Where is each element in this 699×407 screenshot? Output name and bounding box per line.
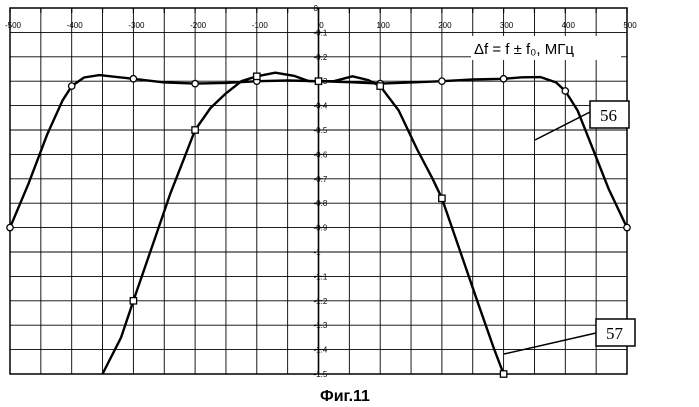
series-57-point [130,298,136,304]
x-tick-label: -400 [67,21,84,30]
y-tick-label: -0.5 [314,126,328,135]
y-tick-label: -0.4 [314,102,328,111]
series-57-point [315,78,321,84]
series-57-point [500,371,506,377]
callout-57-label: 57 [606,324,624,343]
x-tick-label: -300 [128,21,145,30]
series-56-point [624,224,630,230]
y-tick-label: -0.8 [314,199,328,208]
x-tick-label: -100 [252,21,269,30]
series-56-point [192,80,198,86]
series-56-point [500,76,506,82]
series-56-point [130,76,136,82]
x-tick-label: 300 [500,21,514,30]
y-tick-label: -0.1 [314,28,328,37]
series-56-point [562,88,568,94]
callout-56-label: 56 [600,106,617,125]
x-tick-label: 100 [377,21,391,30]
y-tick-label: -1.2 [314,297,328,306]
x-tick-label: -200 [190,21,207,30]
x-tick-label: 400 [562,21,576,30]
y-tick-label: -0.9 [314,224,328,233]
series-57-point [377,83,383,89]
figure-caption: Фиг.11 [320,388,370,405]
y-tick-label: -0.6 [314,150,328,159]
y-tick-label: -1.3 [314,321,328,330]
series-57-point [254,73,260,79]
y-tick-label: -0.2 [314,53,328,62]
series-56-point [69,83,75,89]
series-56-point [7,224,13,230]
x-tick-label: -500 [5,21,22,30]
series-56-point [439,78,445,84]
y-tick-label: -1.1 [314,272,328,281]
x-tick-label: 200 [438,21,452,30]
series-57-point [192,127,198,133]
y-tick-label: -1.4 [314,346,328,355]
x-tick-label: 500 [623,21,637,30]
x-axis-label: Δf = f ± f₀, МГц [474,41,574,58]
y-tick-label: 0 [314,4,319,13]
y-tick-label: -1 [314,248,322,257]
series-57-point [439,195,445,201]
y-tick-label: -0.7 [314,175,328,184]
y-tick-label: -1.5 [314,370,328,379]
